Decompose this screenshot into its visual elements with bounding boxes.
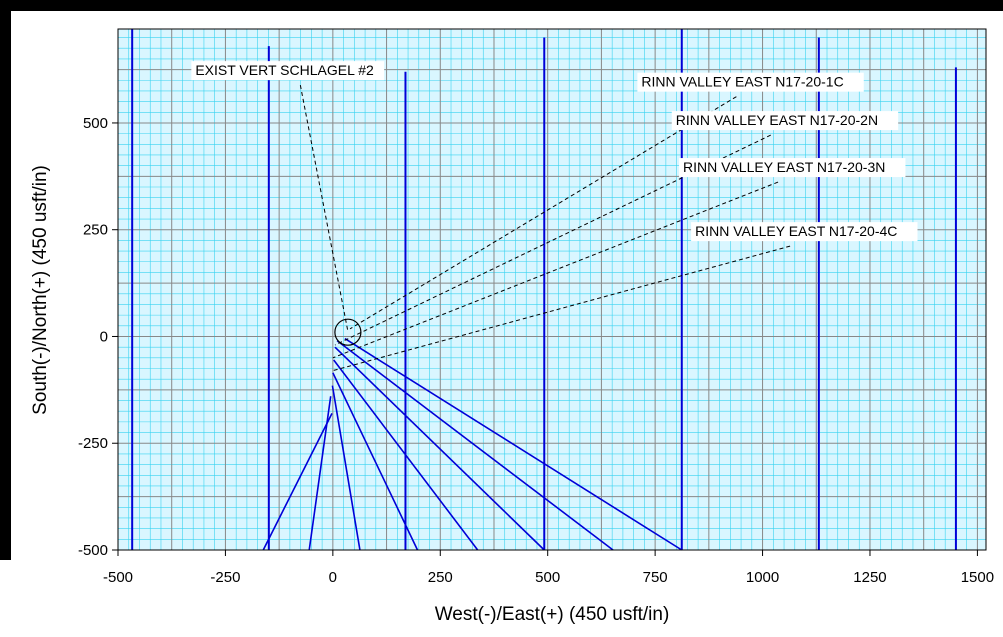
annotation-leader: [332, 181, 779, 359]
annotation-labels: EXIST VERT SCHLAGEL #2 RINN VALLEY EAST N…: [191, 61, 918, 242]
y-tick-label: -500: [78, 542, 108, 559]
annotation-leader: [332, 245, 791, 372]
x-tick-label: 1500: [961, 569, 994, 586]
y-axis-title: South(-)/North(+) (450 usft/in): [30, 165, 51, 415]
y-tick-label: 250: [83, 222, 108, 239]
annotation-leader: [349, 96, 737, 330]
x-tick-label: 1000: [746, 569, 779, 586]
top-frame-bar: [0, 0, 1003, 11]
well-path: [262, 412, 333, 551]
well-path: [332, 372, 419, 551]
left-frame-bar: [0, 0, 11, 560]
annotation-label: EXIST VERT SCHLAGEL #2: [195, 62, 374, 78]
y-tick-label: 0: [100, 328, 108, 345]
x-tick-label: 1250: [853, 569, 886, 586]
annotation-label-background: [671, 111, 899, 131]
annotation-label-background: [637, 72, 864, 92]
x-tick-label: 500: [535, 569, 560, 586]
annotation-label: RINN VALLEY EAST N17-20-2N: [676, 112, 878, 128]
annotation-label-background: [679, 158, 906, 178]
x-tick-label: 750: [643, 569, 668, 586]
annotation-label-background: [191, 61, 385, 81]
x-tick-label: -500: [103, 569, 133, 586]
plot-border: [117, 28, 987, 551]
y-tick-label: 500: [83, 115, 108, 132]
surface-location-marker: [334, 318, 362, 346]
y-axis-ticks: -500 -250 0 250 500: [78, 115, 118, 559]
x-tick-label: -250: [210, 569, 240, 586]
plot-area: [118, 29, 986, 550]
annotation-label-background: [691, 222, 918, 242]
annotation-label: RINN VALLEY EAST N17-20-3N: [683, 159, 885, 175]
well-path: [308, 396, 332, 551]
x-tick-label: 0: [329, 569, 337, 586]
y-tick-label: -250: [78, 435, 108, 452]
x-axis-title: West(-)/East(+) (450 usft/in): [435, 604, 670, 625]
well-path: [344, 337, 683, 551]
x-tick-label: 250: [428, 569, 453, 586]
annotation-label: RINN VALLEY EAST N17-20-4C: [695, 223, 897, 239]
well-path: [334, 346, 545, 551]
x-axis-ticks: -500 -250 0 250 500 750 1000 1250 1500: [103, 550, 994, 586]
annotation-label: RINN VALLEY EAST N17-20-1C: [641, 74, 843, 90]
well-path: [333, 359, 479, 551]
well-path: [331, 385, 361, 551]
well-path: [336, 340, 614, 551]
